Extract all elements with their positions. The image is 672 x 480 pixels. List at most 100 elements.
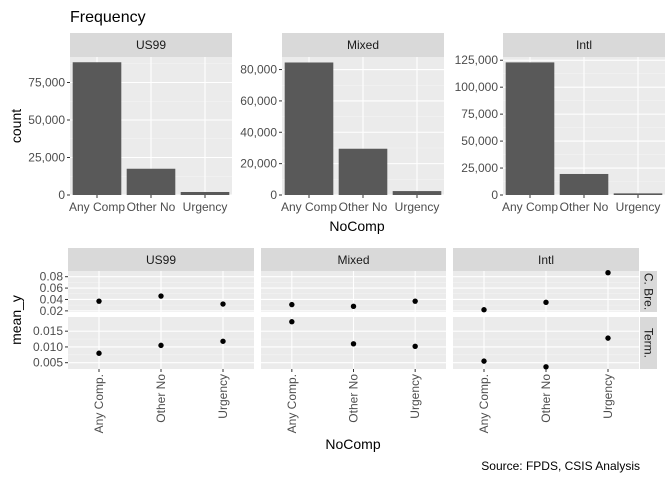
- ytick-label-term: 0.005: [33, 356, 63, 370]
- xtick-label-us99-any-comp: Any Comp: [69, 200, 125, 214]
- bar-mixed-urgency: [392, 191, 442, 195]
- strip-us99-bottom: [68, 248, 254, 271]
- strip-label-mixed-bottom: Mixed: [337, 253, 369, 267]
- ytick-label-us99: 25,000: [28, 151, 65, 165]
- xtick-label-intl-any-comp: Any Comp: [502, 200, 558, 214]
- top-y-axis-title: count: [8, 109, 24, 143]
- xtick-label-mixed-urgency: Urgency: [395, 200, 440, 214]
- xtick-label-intl-urgency: Urgency: [616, 200, 661, 214]
- point-intl-c-bre-urgency: [605, 270, 611, 276]
- point-us99-c-bre-any-comp: [96, 298, 102, 304]
- facet-us99-term: 0.005 0.010 0.015: [33, 317, 254, 370]
- ytick-label-mixed: 20,000: [240, 157, 277, 171]
- mean-y-dot-chart: US99 Mixed Intl C. Bre. 0.020.040.060.08 Term…: [8, 248, 657, 452]
- plot-title: Frequency: [70, 9, 146, 26]
- xtick-label-intl-urgency: Urgency: [601, 374, 615, 419]
- facet-intl-term: [453, 317, 639, 370]
- ytick-label-c-bre: 0.06: [40, 281, 64, 295]
- point-mixed-c-bre-other-no: [350, 303, 357, 310]
- row-strip-label-term: Term.: [642, 328, 656, 358]
- bar-mixed-other-no: [338, 148, 388, 195]
- bar-mixed-any-comp: [284, 62, 334, 196]
- ytick-label-c-bre: 0.04: [40, 292, 64, 306]
- xtick-label-us99-other-no: Other No: [154, 374, 168, 423]
- strip-us99: [70, 33, 232, 57]
- ytick-label-mixed: 80,000: [240, 63, 277, 77]
- xtick-label-mixed-any-comp: Any Comp: [281, 200, 337, 214]
- point-intl-term-other-no: [543, 364, 549, 370]
- point-intl-term-urgency: [605, 335, 611, 341]
- ytick-label-us99: 75,000: [28, 76, 65, 90]
- ytick-label-term: 0.010: [33, 340, 63, 354]
- xtick-label-mixed-any-comp: Any Comp.: [285, 374, 299, 433]
- facet-intl-c-bre: [453, 270, 639, 313]
- strip-label-us99-bottom: US99: [146, 253, 176, 267]
- bottom-x-axis-title: NoComp: [325, 436, 380, 452]
- ytick-label-intl: 50,000: [461, 134, 498, 148]
- ytick-label-us99: 0: [58, 188, 65, 202]
- point-intl-c-bre-other-no: [543, 299, 549, 306]
- xtick-label-intl-other-no: Other No: [560, 200, 609, 214]
- ytick-label-term: 0.015: [33, 324, 63, 338]
- strip-label-mixed: Mixed: [347, 38, 379, 52]
- xtick-label-us99-urgency: Urgency: [183, 200, 228, 214]
- bar-us99-any-comp: [72, 62, 122, 195]
- xtick-label-us99-any-comp: Any Comp.: [92, 374, 106, 433]
- strip-label-us99: US99: [136, 38, 166, 52]
- facet-mixed-term: [261, 317, 446, 369]
- point-us99-term-any-comp: [96, 350, 102, 356]
- point-mixed-term-other-no: [350, 341, 357, 347]
- bar-intl-any-comp: [505, 62, 555, 195]
- xtick-label-mixed-other-no: Other No: [347, 374, 361, 423]
- ytick-label-intl: 25,000: [461, 161, 498, 175]
- point-mixed-term-any-comp: [289, 319, 295, 325]
- xtick-label-mixed-other-no: Other No: [339, 200, 388, 214]
- strip-label-intl-bottom: Intl: [538, 253, 554, 267]
- point-intl-c-bre-any-comp: [481, 307, 487, 313]
- ytick-label-mixed: 0: [270, 188, 277, 202]
- strip-intl-bottom: [453, 248, 639, 271]
- facet-mixed: Mixed 0 20,000 40,000 60,000 80,000 Any Comp Ot…: [240, 33, 444, 214]
- row-strip-term: [640, 317, 657, 369]
- ytick-label-c-bre: 0.08: [40, 270, 64, 284]
- ytick-label-c-bre: 0.02: [40, 304, 64, 318]
- point-us99-term-other-no: [158, 342, 164, 349]
- ytick-label-mixed: 60,000: [240, 94, 277, 108]
- facet-mixed-c-bre: [261, 271, 446, 312]
- point-us99-c-bre-other-no: [158, 293, 164, 299]
- ytick-label-intl: 125,000: [455, 53, 499, 67]
- strip-label-intl: Intl: [576, 38, 592, 52]
- strip-mixed-bottom: [261, 248, 446, 271]
- point-us99-term-urgency: [220, 338, 226, 344]
- xtick-label-us99-other-no: Other No: [127, 200, 176, 214]
- point-intl-term-any-comp: [481, 358, 487, 364]
- xtick-label-mixed-urgency: Urgency: [408, 374, 422, 419]
- bar-us99-other-no: [126, 168, 176, 195]
- bar-intl-other-no: [559, 173, 609, 195]
- bar-us99-urgency: [180, 192, 230, 195]
- facet-us99: US99 0 25,000 50,000 75,000 Any Comp Other No U…: [28, 33, 232, 214]
- ytick-label-intl: 0: [491, 188, 498, 202]
- facet-us99-c-bre: 0.020.040.060.08: [40, 270, 254, 318]
- xtick-label-intl-other-no: Other No: [539, 374, 553, 423]
- row-strip-label-c-bre: C. Bre.: [642, 273, 656, 310]
- point-mixed-term-urgency: [412, 343, 418, 350]
- bottom-y-axis-title: mean_y: [8, 295, 24, 345]
- ytick-label-us99: 50,000: [28, 113, 65, 127]
- point-mixed-c-bre-urgency: [412, 298, 418, 304]
- strip-intl: [503, 33, 665, 57]
- facet-intl: Intl 0 25,000 50,000 75,000 100,000 125,000 Any…: [455, 33, 665, 214]
- xtick-label-intl-any-comp: Any Comp.: [477, 374, 491, 433]
- ytick-label-mixed: 40,000: [240, 125, 277, 139]
- ytick-label-intl: 100,000: [455, 80, 499, 94]
- point-mixed-c-bre-any-comp: [289, 301, 295, 308]
- bar-intl-urgency: [613, 193, 663, 195]
- top-x-axis-title: NoComp: [329, 218, 384, 234]
- strip-mixed: [282, 33, 444, 57]
- source-caption: Source: FPDS, CSIS Analysis: [481, 459, 640, 473]
- row-strip-c-bre: [640, 271, 657, 312]
- ytick-label-intl: 75,000: [461, 107, 498, 121]
- point-us99-c-bre-urgency: [220, 301, 226, 307]
